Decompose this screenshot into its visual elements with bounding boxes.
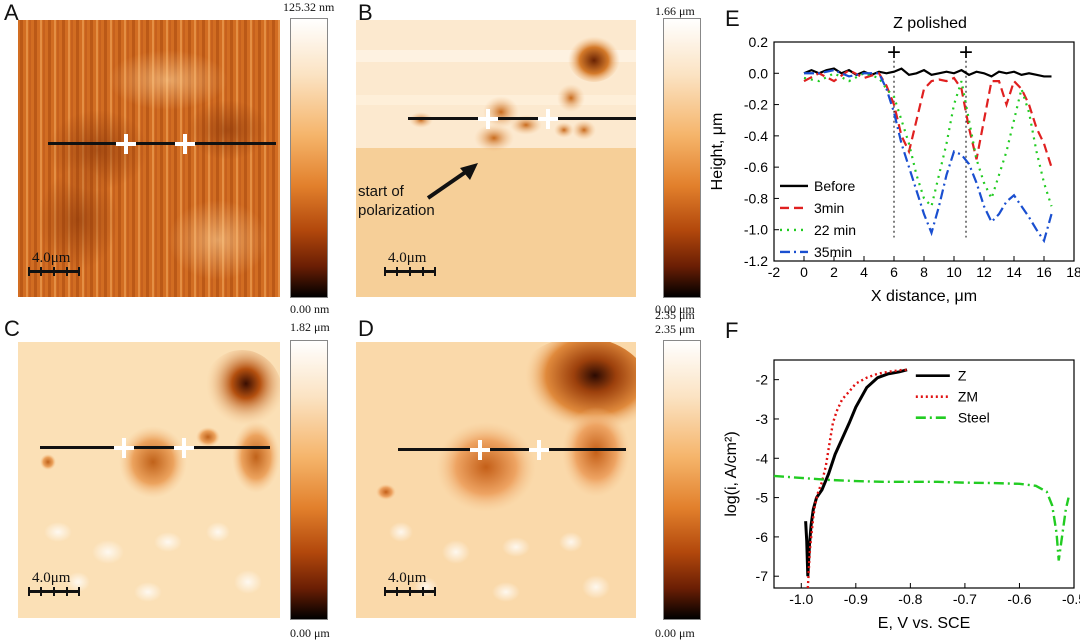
x-tick-label: 14 (1006, 264, 1022, 280)
series-line (804, 69, 1053, 244)
panel-a-marker-1 (116, 134, 136, 154)
y-tick-label: -0.6 (744, 159, 768, 175)
panel-a-marker-2 (175, 134, 195, 154)
panel-d-colorbar-min: 0.00 μm (655, 626, 695, 640)
y-tick-label: 0.2 (749, 34, 769, 50)
series-line (804, 368, 908, 577)
panel-c-marker-2 (174, 438, 194, 458)
panel-c-colorbar-min: 0.00 μm (290, 626, 330, 640)
y-axis-label: Height, μm (709, 113, 726, 191)
panel-d-colorbar-max: 2.35 μm (655, 308, 695, 322)
panel-a-profile-line (48, 142, 276, 145)
x-tick-label: 12 (976, 264, 992, 280)
panel-c-marker-1 (114, 438, 134, 458)
y-tick-label: -5 (756, 490, 769, 506)
panel-e-chart: -2 0 2 4 6 8 10 12 14 16 18 0.2 0.0 -0.2 -0.4 -0.6 -0.8 -… (709, 15, 1080, 305)
legend-label: Steel (958, 410, 990, 426)
panel-b-colorbar (663, 18, 701, 298)
legend-label: 35min (814, 244, 852, 260)
y-tick-label: -6 (756, 529, 769, 545)
panel-f-label: F (725, 318, 739, 343)
panel-d-marker-2 (529, 440, 549, 460)
series-line (806, 368, 908, 589)
series-line (803, 72, 1053, 209)
x-tick-label: 16 (1036, 264, 1052, 280)
legend-label: Before (814, 178, 855, 194)
x-axis-label: E, V vs. SCE (878, 615, 970, 632)
panel-a-afm-image: 4.0μm (18, 20, 280, 297)
y-axis-label: log(i, A/cm²) (723, 431, 740, 516)
x-axis-label: X distance, μm (871, 288, 977, 305)
panel-b-marker-2 (538, 109, 558, 129)
x-tick-label: -0.7 (953, 591, 977, 607)
panel-a-colorbar-min: 0.00 nm (290, 302, 330, 316)
panel-b-colorbar-min: 0.00 μm (655, 302, 695, 316)
y-tick-label: -0.4 (744, 128, 768, 144)
panel-b-label: B (358, 0, 373, 25)
y-tick-label: -1.0 (744, 222, 768, 238)
y-tick-label: -2 (756, 372, 769, 388)
annotation-line-1: start of (358, 183, 404, 200)
panel-d-colorbar (663, 340, 701, 620)
polished-marker: + (959, 39, 973, 66)
x-tick-label: 8 (920, 264, 928, 280)
y-tick-label: 0.0 (749, 65, 769, 81)
panel-b-afm-image: start of polarization 4.0μm (356, 20, 636, 297)
series-line (773, 474, 1070, 561)
y-tick-label: -0.2 (744, 97, 768, 113)
panel-b-profile-line (408, 117, 636, 120)
x-tick-label: 10 (946, 264, 962, 280)
y-tick-label: -0.8 (744, 190, 768, 206)
panel-d-marker-1 (470, 440, 490, 460)
x-tick-label: 18 (1066, 264, 1080, 280)
panel-d-profile-line (398, 448, 626, 451)
panel-a-label: A (4, 0, 19, 25)
y-tick-label: -7 (756, 568, 769, 584)
y-tick-label: -3 (756, 411, 769, 427)
panel-a-scale-label: 4.0μm (32, 250, 71, 266)
x-tick-label: -0.9 (844, 591, 868, 607)
panel-a-colorbar-max: 125.32 nm (283, 0, 335, 14)
legend-label: 3min (814, 200, 844, 216)
x-tick-label: 2 (830, 264, 838, 280)
panel-e-label: E (725, 6, 740, 31)
legend-label: Z (958, 368, 967, 384)
x-tick-label: -0.8 (898, 591, 922, 607)
annotation-line-2: polarization (358, 202, 435, 219)
x-tick-label: -2 (768, 264, 781, 280)
y-tick-label: -4 (756, 450, 769, 466)
panel-c-colorbar-max: 1.82 μm (290, 320, 330, 334)
x-tick-label: -0.6 (1007, 591, 1031, 607)
panel-c-colorbar (290, 340, 328, 620)
panel-a-colorbar (290, 18, 328, 298)
panel-d-colorbar-max-2: 2.35 μm (655, 322, 695, 336)
legend-label: ZM (958, 389, 978, 405)
x-tick-label: 4 (860, 264, 868, 280)
plot-frame (773, 359, 1075, 589)
polished-marker: + (887, 39, 901, 66)
x-tick-label: 6 (890, 264, 898, 280)
panel-f-chart: -1.0 -0.9 -0.8 -0.7 -0.6 -0.5 -2 -3 -4 -5 -6 -7 E, V… (723, 359, 1080, 632)
panel-c-label: C (4, 316, 20, 341)
series-line (803, 68, 1053, 168)
legend-label: 22 min (814, 222, 856, 238)
panel-b-colorbar-max: 1.66 μm (655, 4, 695, 18)
panel-b-marker-1 (478, 109, 498, 129)
panel-d-label: D (358, 316, 374, 341)
panel-d-scale-label: 4.0μm (388, 570, 427, 586)
chart-title: Z polished (893, 15, 967, 32)
panel-c-afm-image: 4.0μm (18, 342, 280, 618)
polarization-annotation: start of polarization (358, 182, 435, 220)
panel-c-scale-label: 4.0μm (32, 570, 71, 586)
panel-b-scale-label: 4.0μm (388, 250, 427, 266)
x-tick-label: 0 (800, 264, 808, 280)
y-tick-label: -1.2 (744, 253, 768, 269)
panel-d-afm-image: 4.0μm (356, 342, 636, 618)
x-tick-label: -0.5 (1062, 591, 1080, 607)
x-tick-label: -1.0 (789, 591, 813, 607)
panel-c-profile-line (40, 446, 270, 449)
